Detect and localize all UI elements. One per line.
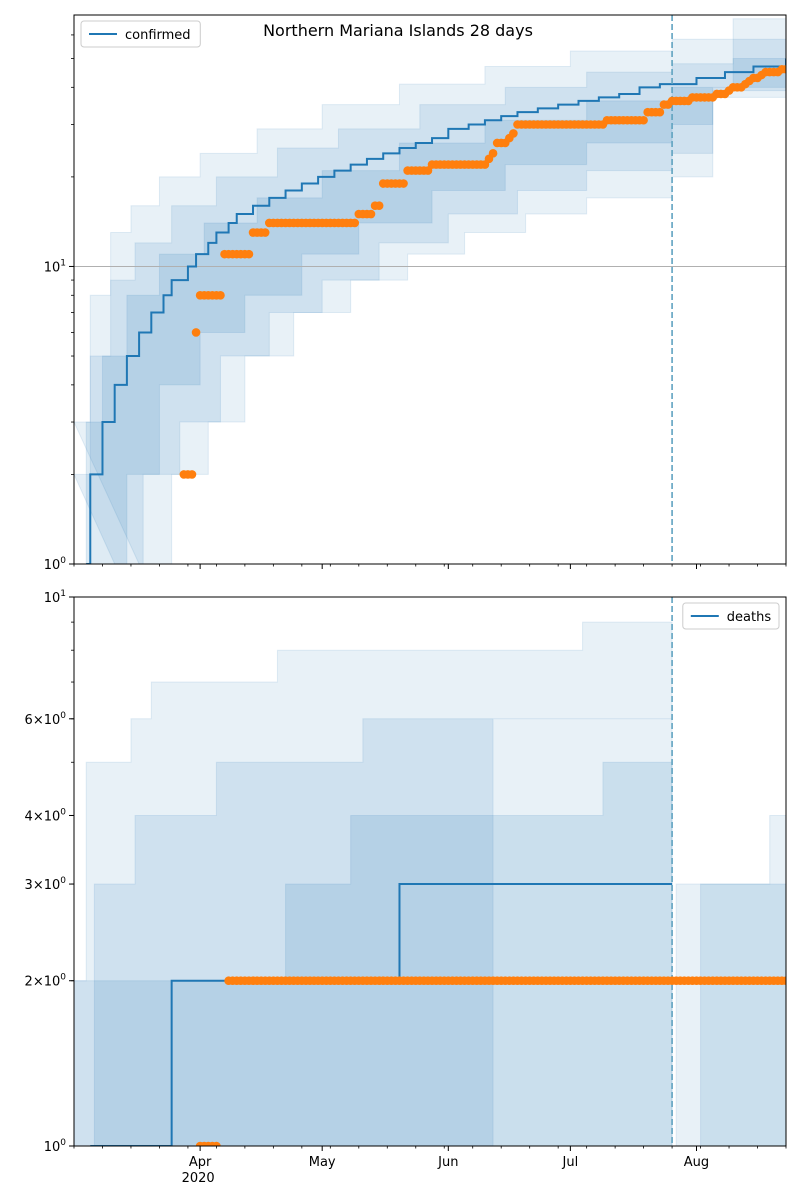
observed-point <box>639 115 648 125</box>
uncertainty-band-1 <box>74 718 673 1146</box>
observed-point <box>187 470 197 479</box>
axes-frame <box>73 596 787 1147</box>
observed-point <box>399 179 408 188</box>
legend: confirmed <box>80 20 201 48</box>
observed-point <box>509 129 518 138</box>
legend-box <box>80 20 201 48</box>
plot-area <box>74 15 786 564</box>
confirmed-panel: 100 101 confirmed <box>44 14 787 573</box>
x-tick-label: Jun <box>437 1155 458 1170</box>
observed-point <box>244 249 254 259</box>
observed-point <box>191 328 201 337</box>
observed-point <box>374 201 384 211</box>
observed-point <box>260 228 270 237</box>
figure-title: Northern Mariana Islands 28 days <box>263 21 533 40</box>
x-tick-sublabel: 2020 <box>182 1171 215 1186</box>
y-tick-label: 2×100 <box>25 973 67 990</box>
uncertainty-band-0 <box>74 15 786 564</box>
legend-label: confirmed <box>125 28 191 43</box>
y-tick-label: 101 <box>44 589 66 606</box>
observed-point <box>423 166 433 175</box>
x-tick-label: Jul <box>562 1155 579 1170</box>
observed-point <box>350 218 360 228</box>
observed-point <box>781 976 786 986</box>
x-tick-label: Aug <box>684 1155 709 1170</box>
observed-point <box>212 1141 221 1146</box>
uncertainty-band-2 <box>74 46 786 564</box>
y-tick-label: 4×100 <box>25 807 67 824</box>
observed-point <box>488 149 498 158</box>
y-tick-label: 3×100 <box>25 876 67 893</box>
observed-point <box>216 290 225 300</box>
legend-box <box>682 602 780 630</box>
y-tick-label: 6×100 <box>25 711 67 728</box>
uncertainty-band-4 <box>700 883 786 1146</box>
uncertainty-band-2 <box>93 761 673 1146</box>
x-tick-label: Apr <box>189 1155 212 1170</box>
observed-point <box>366 209 376 219</box>
observed-point <box>781 64 786 74</box>
model-median-line-0 <box>86 58 786 564</box>
x-tick-label: May <box>309 1155 336 1170</box>
observed-point <box>655 107 665 117</box>
legend-label: deaths <box>727 610 772 625</box>
plot-area <box>74 597 786 1146</box>
y-tick-label: 100 <box>44 556 67 573</box>
axes-frame <box>73 14 787 565</box>
legend: deaths <box>682 602 780 630</box>
y-tick-label: 101 <box>44 258 66 275</box>
y-tick-label: 100 <box>44 1138 67 1155</box>
uncertainty-band-1 <box>74 28 786 564</box>
